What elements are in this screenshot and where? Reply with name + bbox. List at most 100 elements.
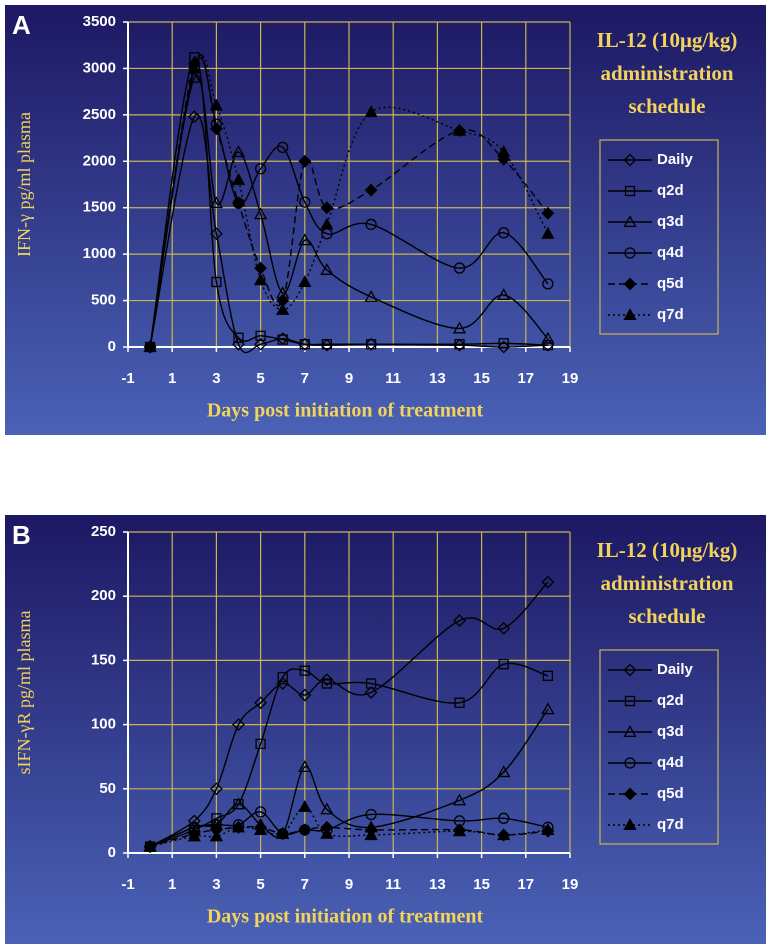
marker <box>320 673 334 687</box>
panel-background <box>5 5 766 435</box>
legend-label: q5d <box>657 785 684 802</box>
y-axis-label: sIFN-γR pg/ml plasma <box>14 611 34 775</box>
legend-label: q5d <box>657 275 684 292</box>
marker <box>453 614 466 628</box>
marker <box>497 340 511 354</box>
x-tick-label: 9 <box>345 876 353 893</box>
legend-marker <box>623 725 637 738</box>
marker <box>452 793 467 806</box>
marker <box>209 829 224 842</box>
marker <box>187 110 201 124</box>
marker <box>497 288 511 301</box>
legend-label: Daily <box>657 151 694 168</box>
marker <box>211 276 222 288</box>
x-tick-label: 11 <box>385 876 401 893</box>
y-tick-label: 0 <box>108 844 116 861</box>
marker <box>453 338 466 352</box>
legend-marker <box>623 818 637 831</box>
legend-marker <box>624 757 636 769</box>
x-tick-label: 9 <box>345 370 353 387</box>
marker <box>452 824 467 837</box>
y-tick-label: 250 <box>91 523 116 540</box>
marker <box>365 339 377 350</box>
x-tick-label: 7 <box>301 876 309 893</box>
marker <box>298 275 312 288</box>
x-tick-label: 5 <box>256 370 264 387</box>
legend-title: administration <box>600 571 733 595</box>
legend-marker <box>624 247 636 259</box>
marker <box>276 826 290 839</box>
marker <box>233 332 244 343</box>
x-tick-label: 17 <box>517 876 534 893</box>
marker <box>542 670 554 681</box>
marker <box>364 686 378 699</box>
legend-marker <box>623 787 637 801</box>
series-line <box>149 56 548 348</box>
marker <box>298 688 312 702</box>
legend-marker <box>623 308 637 321</box>
legend-marker <box>623 277 637 291</box>
marker <box>498 338 509 349</box>
y-tick-label: 500 <box>91 292 116 309</box>
marker <box>253 207 268 220</box>
marker <box>255 330 266 342</box>
marker <box>542 339 554 351</box>
marker <box>231 145 246 158</box>
x-tick-label: 13 <box>429 370 446 387</box>
marker <box>454 697 465 708</box>
marker <box>497 765 511 778</box>
marker <box>321 339 333 350</box>
marker <box>364 183 378 197</box>
panel-label: B <box>12 520 31 550</box>
marker <box>187 829 201 842</box>
marker <box>299 196 311 208</box>
x-tick-label: 3 <box>212 876 220 893</box>
x-tick-label: 15 <box>473 876 490 893</box>
marker <box>541 226 555 239</box>
marker <box>542 278 554 290</box>
marker <box>497 621 511 635</box>
y-tick-label: 2500 <box>83 106 116 123</box>
y-axis-label: IFN-γ pg/ml plasma <box>14 112 34 257</box>
marker <box>187 61 201 74</box>
marker <box>364 337 378 351</box>
marker <box>365 808 377 821</box>
legend-label: q2d <box>657 692 684 709</box>
legend-marker <box>624 695 636 707</box>
legend-title: schedule <box>628 94 705 118</box>
marker <box>299 665 310 676</box>
marker <box>209 782 223 796</box>
series-line <box>149 57 549 348</box>
marker <box>365 678 377 689</box>
marker <box>143 839 157 852</box>
marker <box>231 797 246 810</box>
marker <box>298 823 312 837</box>
legend-title: IL-12 (10μg/kg) <box>597 28 738 52</box>
marker <box>254 696 268 710</box>
marker <box>209 122 223 136</box>
panel-background <box>5 515 766 944</box>
marker <box>364 290 378 302</box>
legend-label: q7d <box>657 306 684 323</box>
x-axis-label: Days post initiation of treatment <box>207 906 484 928</box>
marker <box>498 812 510 824</box>
marker <box>255 738 266 750</box>
x-tick-label: 1 <box>168 876 176 893</box>
marker <box>299 339 310 350</box>
y-tick-label: 0 <box>108 338 116 355</box>
legend-label: Daily <box>657 661 694 678</box>
marker <box>541 702 555 715</box>
marker <box>541 575 555 589</box>
marker <box>232 196 245 210</box>
x-tick-label: -1 <box>121 876 134 893</box>
x-tick-label: 13 <box>429 876 446 893</box>
x-tick-label: 17 <box>517 370 534 387</box>
marker <box>321 678 333 689</box>
marker <box>454 339 465 350</box>
marker <box>254 806 267 818</box>
marker <box>276 303 290 315</box>
marker <box>541 206 555 220</box>
